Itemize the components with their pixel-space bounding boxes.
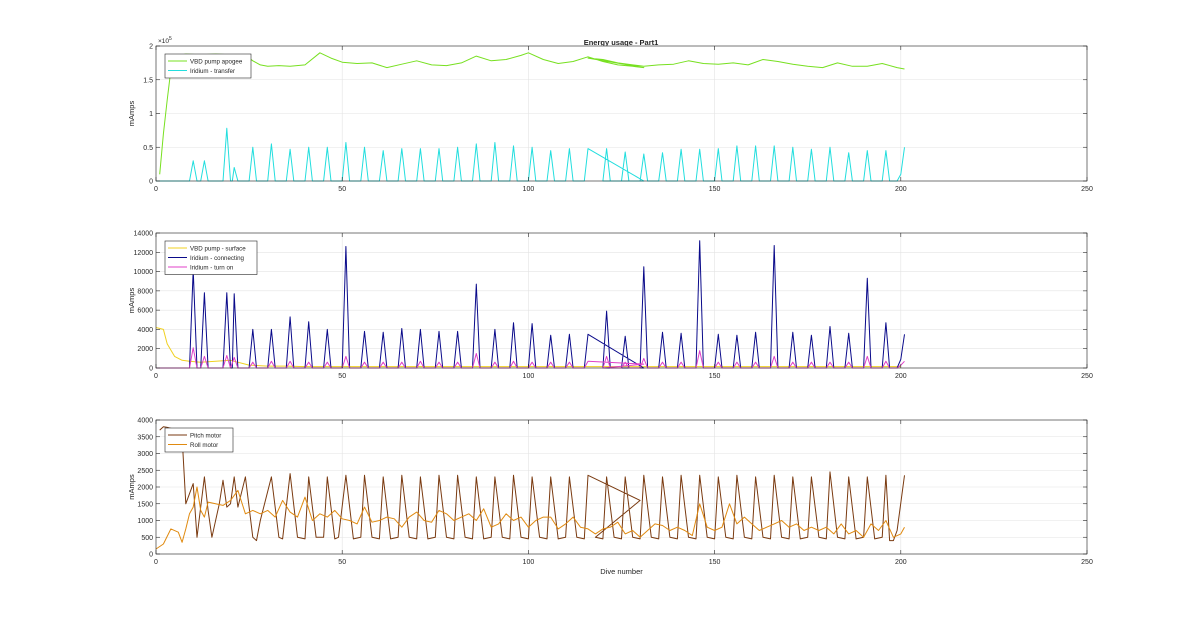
y-tick-label: 3500 — [137, 434, 153, 441]
x-tick-label: 150 — [709, 373, 721, 380]
y-tick-label: 12000 — [134, 250, 154, 257]
y-tick-label: 3000 — [137, 451, 153, 458]
y-axis-label: mAmps — [127, 474, 136, 500]
y-tick-label: 2 — [149, 44, 153, 51]
x-tick-label: 200 — [895, 559, 907, 566]
y-tick-label: 2000 — [137, 346, 153, 353]
subplot-3: 0 50 100 150 200 2500500100015002000250030003… — [127, 418, 1093, 577]
x-tick-label: 100 — [523, 373, 535, 380]
y-tick-label: 0.5 — [143, 145, 153, 152]
x-tick-label: 0 — [154, 559, 158, 566]
y-tick-label: 2000 — [137, 485, 153, 492]
y-tick-label: 1500 — [137, 501, 153, 508]
subplot-2: 0 50 100 150 200 250 0 2000 4000 6000 8000 10000 120… — [127, 231, 1093, 381]
y-axis-label: mAmps — [127, 101, 136, 127]
y-exponent-label: ×105 — [158, 36, 172, 45]
legend-label-1: VBD pump - surface — [190, 245, 246, 252]
y-tick-label: 10000 — [134, 269, 154, 276]
y-tick-label: 6000 — [137, 308, 153, 315]
y-tick-label: 0 — [149, 552, 153, 559]
axes-frame — [155, 232, 1088, 369]
x-tick-label: 250 — [1081, 186, 1093, 193]
legend-label-1: VBD pump apogee — [190, 58, 243, 65]
x-tick-label: 0 — [154, 373, 158, 380]
y-tick-label: 4000 — [137, 327, 153, 334]
x-tick-label: 0 — [154, 186, 158, 193]
y-tick-label: 8000 — [137, 288, 153, 295]
x-tick-label: 200 — [895, 373, 907, 380]
x-tick-label: 50 — [338, 373, 346, 380]
x-tick-label: 200 — [895, 186, 907, 193]
series-line-1 — [159, 426, 905, 542]
subplot-1: 0 50 100 150 200 250 0 0.5 1 1.5 2 ×105 mAmps VBD pum… — [127, 36, 1093, 193]
legend-box — [164, 53, 252, 79]
x-tick-label: 50 — [338, 186, 346, 193]
series-line-2 — [155, 486, 905, 550]
x-tick-label: 250 — [1081, 559, 1093, 566]
x-tick-label: 150 — [709, 186, 721, 193]
y-tick-label: 1 — [149, 111, 153, 118]
y-tick-label: 1000 — [137, 518, 153, 525]
x-tick-label: 250 — [1081, 373, 1093, 380]
y-tick-label: 2500 — [137, 468, 153, 475]
legend-label-2: Iridium - transfer — [190, 68, 235, 75]
y-tick-label: 14000 — [134, 231, 154, 238]
y-axis-label: mAmps — [127, 288, 136, 314]
legend-label-1: Pitch motor — [190, 432, 221, 439]
x-tick-label: 100 — [523, 186, 535, 193]
legend-box — [164, 427, 234, 453]
x-axis-label: Dive number — [600, 567, 643, 576]
series-line-1 — [159, 52, 905, 175]
figure-title: Energy usage - Part1 — [584, 38, 659, 47]
x-tick-label: 100 — [523, 559, 535, 566]
y-exponent-power: 5 — [169, 36, 172, 42]
legend-label-3: Iridium - turn on — [190, 264, 234, 271]
x-tick-label: 50 — [338, 559, 346, 566]
legend-label-2: Roll motor — [190, 442, 218, 449]
x-tick-label: 150 — [709, 559, 721, 566]
y-tick-label: 500 — [141, 535, 153, 542]
y-tick-label: 0 — [149, 366, 153, 373]
y-tick-label: 1.5 — [143, 77, 153, 84]
legend-label-2: Iridium - connecting — [190, 255, 245, 262]
y-tick-label: 4000 — [137, 418, 153, 425]
y-tick-label: 0 — [149, 179, 153, 186]
plot-area — [156, 233, 1087, 368]
